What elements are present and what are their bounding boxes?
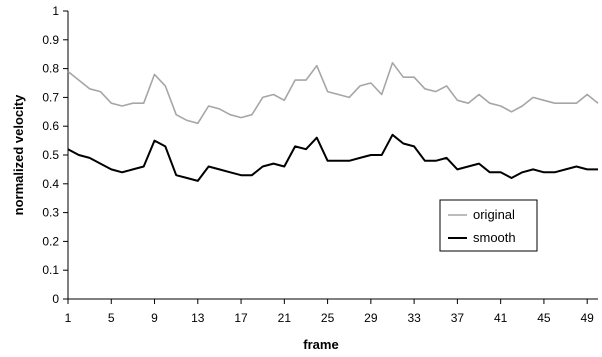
x-tick-label: 21: [278, 311, 292, 325]
y-tick-label: 0.2: [42, 234, 59, 248]
x-tick-label: 49: [581, 311, 595, 325]
series-line-original: [67, 61, 599, 125]
y-tick-label: 1: [52, 4, 59, 18]
y-tick-label: 0: [52, 292, 59, 306]
x-tick-label: 45: [537, 311, 551, 325]
y-tick-label: 0.5: [42, 148, 59, 162]
series-line-smooth: [67, 133, 598, 182]
legend-label-smooth: smooth: [473, 230, 516, 245]
x-tick-label: 37: [451, 311, 465, 325]
y-tick-label: 0.9: [42, 33, 59, 47]
x-tick-label: 9: [151, 311, 158, 325]
x-tick-label: 5: [108, 311, 115, 325]
y-tick-label: 0.4: [42, 177, 59, 191]
y-axis-title: normalized velocity: [11, 94, 26, 215]
y-tick-label: 0.3: [42, 206, 59, 220]
x-tick-label: 29: [364, 311, 378, 325]
legend-box: [439, 199, 538, 252]
x-tick-label: 25: [321, 311, 335, 325]
x-tick-label: 13: [191, 311, 205, 325]
x-tick-label: 17: [234, 311, 248, 325]
y-tick-label: 0.6: [42, 119, 59, 133]
legend-label-original: original: [473, 207, 515, 222]
y-tick-label: 0.1: [42, 263, 59, 277]
y-tick-label: 0.7: [42, 90, 59, 104]
x-tick-label: 41: [494, 311, 508, 325]
x-tick-label: 33: [407, 311, 421, 325]
y-tick-label: 0.8: [42, 62, 59, 76]
x-axis-title: frame: [303, 337, 338, 352]
x-tick-label: 1: [65, 311, 72, 325]
